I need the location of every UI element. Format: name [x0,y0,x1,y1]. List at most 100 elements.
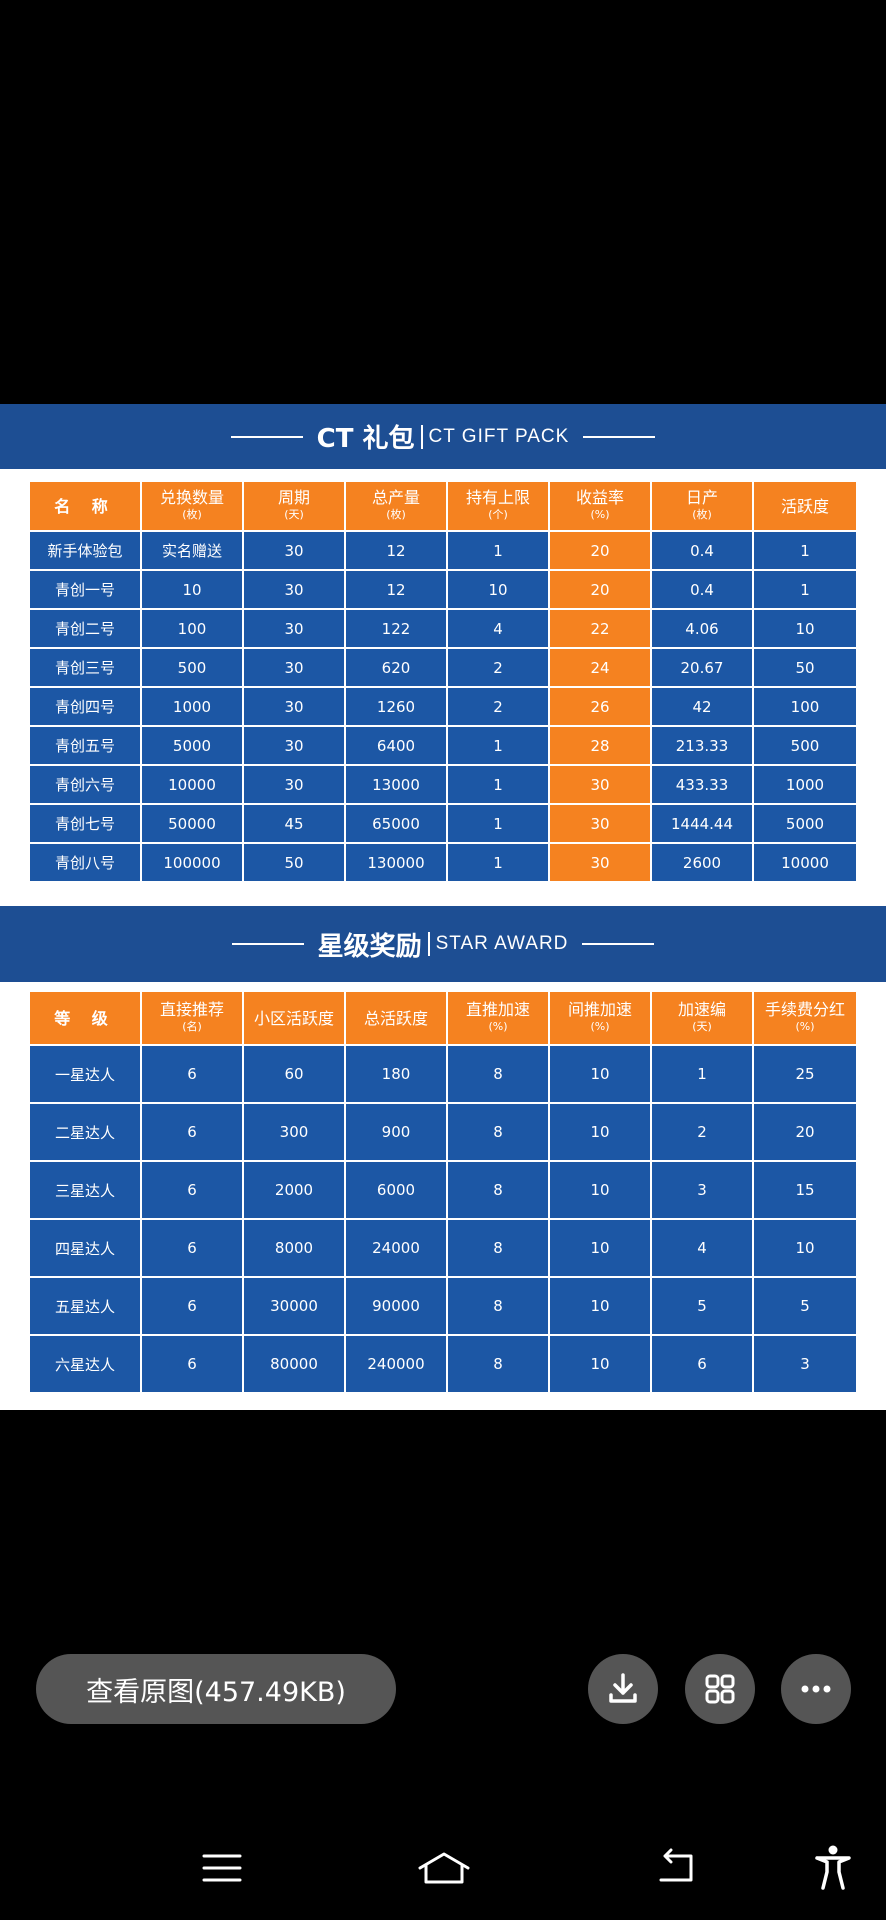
table-header-cell: 直推加速 (%) [448,992,550,1046]
table-cell: 20 [550,571,652,610]
download-button[interactable] [588,1654,658,1724]
row-name-cell: 六星达人 [30,1336,142,1394]
table-cell: 213.33 [652,727,754,766]
table-cell: 10 [550,1046,652,1104]
table-cell: 15 [754,1162,856,1220]
header-label: 总产量 [371,488,420,507]
gift-pack-table: 名 称兑换数量 (枚) 周期 (天) 总产量 (枚) 持有上限 (个) 收益率 (%) 日产 (枚) 活… [30,482,856,883]
table-cell: 30 [244,688,346,727]
table-cell: 10 [550,1162,652,1220]
table-cell: 25 [754,1046,856,1104]
back-nav-button[interactable] [650,1838,700,1898]
table-cell: 50000 [142,805,244,844]
table-cell: 12 [346,532,448,571]
view-original-button[interactable]: 查看原图(457.49KB) [36,1654,396,1724]
table-cell: 500 [142,649,244,688]
divider [231,943,304,945]
row-name-cell: 三星达人 [30,1162,142,1220]
table-cell: 6 [652,1336,754,1394]
header-unit: (名) [182,1020,202,1033]
table-cell: 8 [448,1162,550,1220]
table-cell: 30000 [244,1278,346,1336]
table-cell: 4 [448,610,550,649]
menu-nav-button[interactable] [196,1838,248,1898]
table-cell: 30 [244,727,346,766]
home-nav-button[interactable] [414,1838,474,1898]
header-label: 等 级 [54,1008,116,1028]
table-cell: 6 [142,1336,244,1394]
table-cell: 10 [550,1220,652,1278]
header-unit: (%) [590,508,610,521]
row-name-cell: 青创七号 [30,805,142,844]
row-name-cell: 五星达人 [30,1278,142,1336]
table-cell: 30 [244,571,346,610]
table-cell: 5000 [142,727,244,766]
table-cell: 4 [652,1220,754,1278]
table-header-cell: 等 级 [30,992,142,1046]
table-cell: 10 [142,571,244,610]
more-button[interactable] [781,1654,851,1724]
table-cell: 1 [754,571,856,610]
table-cell: 26 [550,688,652,727]
table-cell: 2600 [652,844,754,883]
table-cell: 10000 [754,844,856,883]
table-cell: 1 [448,766,550,805]
table-cell: 8 [448,1220,550,1278]
header-label: 收益率 [575,488,624,507]
table-cell: 1 [448,805,550,844]
table-cell: 30 [550,805,652,844]
header-label: 总活跃度 [363,1008,428,1028]
table-cell: 500 [754,727,856,766]
header-unit: (%) [488,1020,508,1033]
table-cell: 1000 [142,688,244,727]
grid-button[interactable] [685,1654,755,1724]
table-header-cell: 手续费分红 (%) [754,992,856,1046]
table-cell: 42 [652,688,754,727]
table-header-cell: 总活跃度 [346,992,448,1046]
star-award-title-en: STAR AWARD [435,933,569,954]
divider [427,932,430,956]
header-label: 兑换数量 [159,488,224,507]
table-cell: 3 [652,1162,754,1220]
table-cell: 65000 [346,805,448,844]
header-label: 直接推荐 [159,1000,224,1019]
header-unit: (枚) [692,508,712,521]
table-cell: 20.67 [652,649,754,688]
table-cell: 1 [448,532,550,571]
header-label: 日产 [685,488,718,507]
table-cell: 2000 [244,1162,346,1220]
table-cell: 3 [754,1336,856,1394]
row-name-cell: 青创二号 [30,610,142,649]
header-unit: (%) [795,1020,815,1033]
table-cell: 12 [346,571,448,610]
gift-pack-title-en: CT GIFT PACK [428,425,570,447]
table-cell: 30 [244,649,346,688]
back-icon [659,1848,693,1882]
row-name-cell: 青创六号 [30,766,142,805]
header-label: 活跃度 [780,496,829,516]
table-cell: 2 [448,649,550,688]
table-cell: 30 [244,610,346,649]
header-label: 直推加速 [465,1000,530,1019]
divider [230,435,303,438]
table-cell: 100 [142,610,244,649]
header-unit: (个) [488,508,508,521]
divider [583,435,656,438]
grid-icon [705,1674,735,1704]
table-cell: 8 [448,1336,550,1394]
header-label: 名 称 [54,496,116,516]
table-cell: 8 [448,1046,550,1104]
table-cell: 6 [142,1046,244,1104]
row-name-cell: 二星达人 [30,1104,142,1162]
table-cell: 45 [244,805,346,844]
accessibility-nav-button[interactable] [808,1838,858,1898]
table-cell: 6000 [346,1162,448,1220]
header-label: 周期 [277,488,310,507]
table-header-cell: 持有上限 (个) [448,482,550,532]
table-cell: 30 [550,766,652,805]
table-cell: 1 [448,844,550,883]
more-icon [801,1685,831,1693]
gift-pack-poster: CT 礼包 CT GIFT PACK 名 称兑换数量 (枚) 周期 (天) 总产量 (枚)… [0,404,886,1410]
table-cell: 0.4 [652,571,754,610]
table-cell: 6400 [346,727,448,766]
